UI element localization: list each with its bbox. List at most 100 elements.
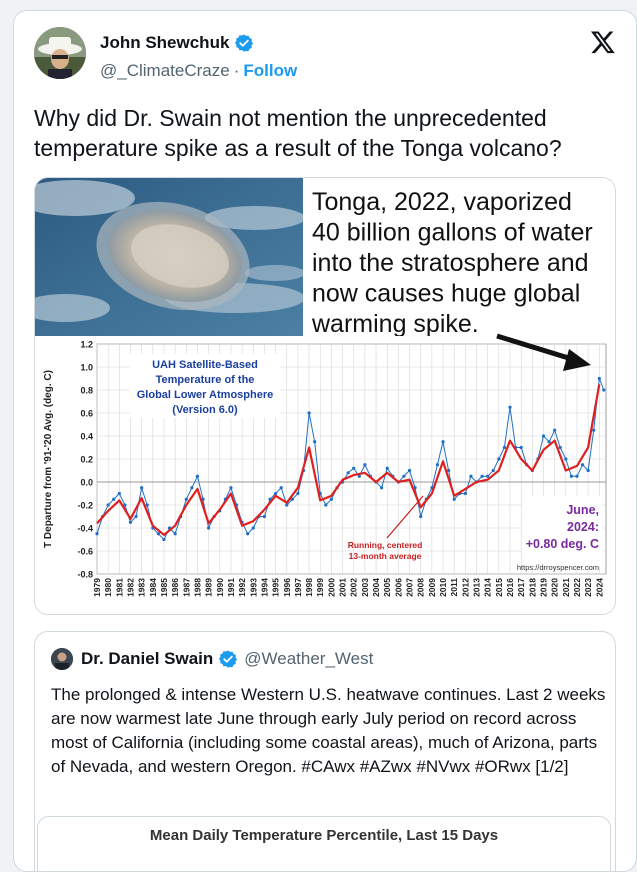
author-handle[interactable]: @_ClimateCraze (100, 61, 230, 80)
caption-line: warming spike. (311, 310, 479, 338)
verified-badge-icon (235, 34, 254, 52)
media-figure: Tonga, 2022, vaporized 40 billion gallons… (35, 178, 615, 614)
monthly-point (402, 474, 406, 478)
uah-temperature-chart: 1.2 1.0 0.8 0.6 0.4 0.2 0.0 -0.2 -0.4 -0.6 -0.8197… (43, 333, 607, 597)
tweet-media-image[interactable]: Tonga, 2022, vaporized 40 billion gallons… (34, 177, 616, 615)
quoted-author-name[interactable]: Dr. Daniel Swain (81, 649, 214, 668)
x-tick-label: 2011 (449, 578, 459, 597)
x-tick-label: 1986 (170, 578, 180, 597)
running-average-annotation: 13-month average (349, 551, 422, 561)
x-tick-label: 1979 (92, 578, 102, 597)
x-tick-label: 2006 (393, 578, 403, 597)
monthly-point (207, 526, 211, 530)
monthly-point (447, 468, 451, 473)
author-avatar[interactable] (34, 27, 86, 79)
monthly-point (575, 474, 579, 478)
x-tick-label: 1988 (192, 578, 202, 597)
chart-title-line: (Version 6.0) (172, 404, 238, 416)
x-tick-label: 1984 (148, 578, 158, 597)
quoted-author-handle[interactable]: @Weather_West (244, 649, 374, 668)
monthly-point (463, 491, 467, 496)
x-tick-label: 1983 (137, 578, 147, 597)
monthly-point (128, 520, 133, 524)
monthly-point (597, 376, 601, 381)
tweet-card: John Shewchuk @_ClimateCraze · Follow Wh… (13, 10, 637, 872)
quoted-name-row: Dr. Daniel Swain @Weather_West (81, 649, 373, 669)
monthly-point (95, 532, 99, 536)
latest-value-annotation: June, (566, 503, 599, 517)
x-tick-label: 1993 (248, 578, 258, 597)
quoted-author-avatar[interactable] (51, 648, 73, 670)
monthly-point (413, 486, 417, 490)
y-tick-label: 0.0 (80, 478, 93, 488)
chart-title-line: Temperature of the (156, 374, 255, 386)
monthly-point (184, 497, 188, 501)
y-tick-label: -0.8 (77, 570, 93, 580)
quoted-media-image[interactable]: Mean Daily Temperature Percentile, Last … (37, 816, 611, 871)
monthly-point (262, 514, 267, 519)
monthly-point (502, 445, 507, 450)
quoted-tweet[interactable]: Dr. Daniel Swain @Weather_West The prolo… (34, 631, 616, 871)
monthly-point (380, 486, 384, 490)
monthly-point (586, 468, 590, 473)
x-tick-label: 2021 (561, 578, 571, 597)
monthly-point (357, 474, 361, 478)
author-name-row: John Shewchuk (100, 33, 254, 53)
x-tick-label: 2000 (326, 578, 336, 597)
y-axis-label: T Departure from '91-'20 Avg. (deg. C) (43, 370, 54, 548)
monthly-point (352, 466, 356, 470)
monthly-point (497, 457, 501, 461)
monthly-point (564, 457, 568, 461)
monthly-point (134, 514, 138, 519)
x-tick-label: 1994 (259, 578, 269, 597)
caption-line: 40 billion gallons of water (312, 219, 593, 247)
caption-line: into the stratosphere and (312, 249, 589, 277)
x-tick-label: 2015 (494, 578, 504, 597)
x-tick-label: 2018 (527, 578, 537, 597)
x-tick-label: 2004 (371, 578, 381, 597)
x-tick-label: 2008 (416, 578, 426, 597)
monthly-point (469, 474, 473, 478)
x-tick-label: 1981 (114, 578, 124, 597)
monthly-point (279, 486, 283, 490)
x-tick-label: 2002 (349, 578, 359, 597)
monthly-point (162, 537, 166, 542)
arrow-shaft (496, 333, 576, 363)
quoted-media-title: Mean Daily Temperature Percentile, Last … (149, 827, 499, 844)
x-tick-label: 2010 (438, 578, 448, 597)
monthly-point (558, 445, 562, 450)
x-tick-label: 1982 (125, 578, 135, 597)
monthly-point (173, 532, 177, 536)
source-label: https://drroyspencer.com (517, 563, 599, 572)
monthly-point (441, 440, 445, 444)
x-logo-icon[interactable] (590, 29, 616, 55)
monthly-point (419, 514, 423, 519)
running-average-line (96, 384, 601, 536)
x-tick-label: 2023 (583, 578, 593, 597)
caption-line: now causes huge global (312, 280, 580, 308)
x-tick-label: 2003 (360, 578, 370, 597)
monthly-point (145, 503, 149, 507)
x-tick-label: 2019 (538, 578, 548, 597)
monthly-point (385, 466, 389, 470)
monthly-point (452, 497, 456, 501)
latest-value-annotation: 2024: (567, 520, 599, 534)
chart-title-box (130, 354, 280, 418)
monthly-point (329, 497, 334, 501)
x-tick-label: 2020 (550, 578, 560, 597)
handle-separator: · (233, 61, 240, 80)
y-tick-label: 0.4 (80, 432, 93, 442)
author-name[interactable]: John Shewchuk (100, 33, 230, 52)
x-tick-label: 2007 (405, 578, 415, 597)
y-tick-label: 1.0 (80, 363, 93, 373)
monthly-point (273, 491, 278, 496)
caption-line: Tonga, 2022, vaporized (312, 188, 572, 216)
arrow-head-icon (563, 349, 591, 371)
monthly-point (251, 526, 255, 530)
x-tick-label: 1987 (181, 578, 191, 597)
x-tick-label: 2014 (483, 578, 493, 597)
monthly-point (435, 463, 440, 467)
x-tick-label: 1980 (103, 578, 113, 597)
follow-button[interactable]: Follow (243, 61, 298, 80)
x-tick-label: 2017 (516, 578, 526, 597)
